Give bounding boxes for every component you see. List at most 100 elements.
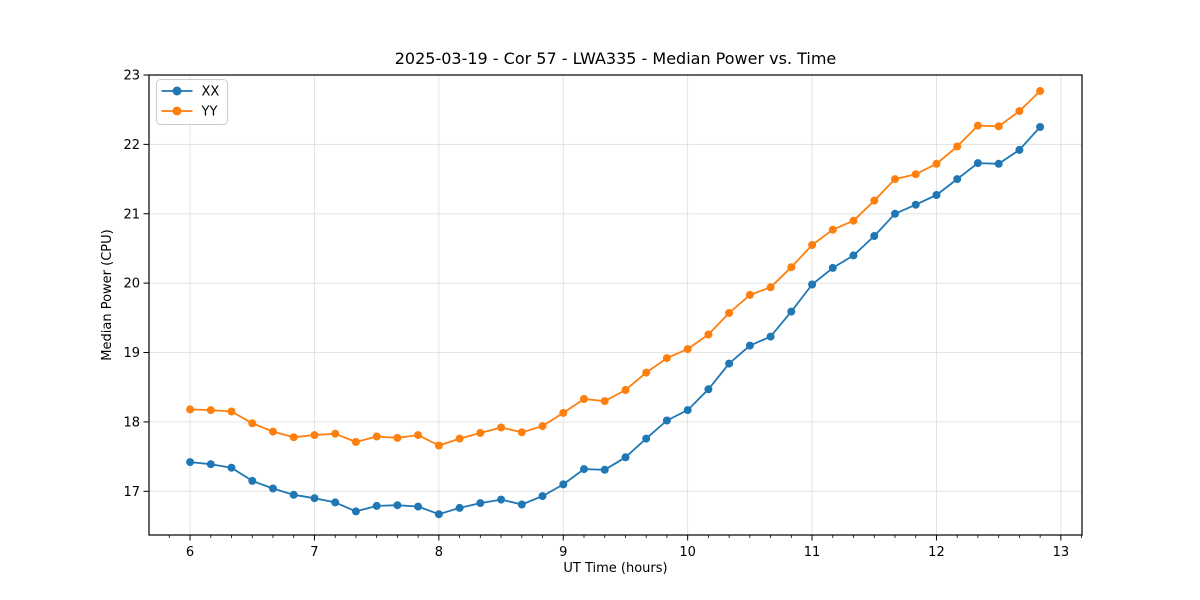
x-tick-label: 12 (928, 545, 945, 560)
series-yy-marker (310, 431, 319, 440)
series-yy-marker (393, 433, 402, 442)
series-xx-marker (932, 191, 941, 199)
series-yy-marker (683, 345, 692, 354)
series-yy-marker (911, 170, 920, 179)
series-yy-marker (580, 395, 588, 403)
series-yy-marker (994, 122, 1003, 131)
series-yy-marker (414, 431, 423, 440)
x-tick-label: 13 (1053, 545, 1070, 560)
series-xx-marker (891, 209, 899, 218)
series-yy-marker (476, 429, 485, 437)
series-yy-marker (351, 438, 360, 446)
series-xx-marker (704, 385, 713, 394)
series-xx-marker (393, 501, 402, 510)
series-xx-marker (580, 465, 588, 474)
series-yy-marker (849, 216, 858, 225)
y-tick-label: 17 (123, 485, 140, 500)
series-yy-marker (870, 196, 879, 205)
series-yy-marker (186, 405, 195, 414)
series-yy-marker (455, 434, 464, 443)
plot-border (148, 74, 1083, 536)
y-tick-label: 20 (123, 277, 140, 292)
series-xx-marker (310, 494, 319, 503)
series-xx-marker (186, 458, 195, 467)
series-xx-marker (683, 406, 692, 415)
series-yy-marker (289, 433, 298, 442)
series-xx-marker (455, 503, 464, 512)
x-tick-label: 7 (310, 545, 318, 560)
series-yy-marker (331, 429, 340, 438)
series-yy-marker (704, 330, 713, 339)
series-xx-marker (870, 232, 879, 240)
series-yy-marker (621, 386, 630, 394)
series-yy-marker (953, 142, 962, 151)
plot-area: 6 7 8 9 10 11 12 13 17 18 19 20 21 22 23 XX YY (123, 69, 1083, 560)
series-xx-marker (642, 434, 651, 443)
series-yy-marker (248, 419, 257, 428)
series-xx-marker (517, 500, 526, 509)
series-xx-marker (849, 251, 858, 260)
series-xx-marker (414, 502, 423, 511)
legend-label-xx: XX (202, 85, 220, 100)
series-yy-marker (725, 309, 734, 317)
series-xx-marker (559, 480, 568, 489)
series-xx-marker (476, 499, 485, 508)
series-xx-marker (994, 159, 1003, 168)
series-yy-marker (891, 175, 899, 184)
series-xx-marker (289, 490, 298, 499)
series-yy-marker (745, 290, 754, 299)
series-xx-line (190, 126, 1041, 516)
series-xx-marker (828, 263, 837, 272)
series-xx-marker (787, 307, 796, 316)
series-yy-marker (973, 121, 982, 130)
series-xx-marker (206, 460, 215, 469)
x-tick-label: 10 (679, 545, 696, 560)
y-tick-label: 21 (123, 207, 140, 222)
x-tick-label: 9 (559, 545, 567, 560)
series-xx-marker (351, 507, 360, 516)
legend-marker-sample (172, 86, 182, 96)
series-xx-marker (953, 175, 962, 184)
y-tick-label: 22 (123, 138, 140, 153)
series-yy-marker (497, 423, 506, 432)
series-xx-marker (600, 465, 609, 474)
series-yy-marker (538, 422, 547, 431)
series-xx-marker (621, 453, 630, 462)
x-axis-label: UT Time (hours) (563, 561, 667, 576)
series-xx-marker (662, 416, 671, 425)
y-tick-label: 23 (123, 69, 140, 84)
x-tick-label: 6 (186, 545, 194, 560)
series-xx-marker (434, 510, 443, 519)
series-xx-marker (331, 498, 340, 507)
legend-label-yy: YY (201, 105, 218, 120)
series-xx-marker (538, 492, 547, 501)
series-xx-marker (766, 332, 775, 341)
series-xx-marker (725, 359, 734, 368)
series-yy-marker (434, 441, 443, 450)
series-xx-marker (1036, 123, 1045, 131)
series-yy-marker (559, 408, 568, 417)
series-yy-marker (808, 241, 817, 249)
series-yy-marker (828, 225, 837, 234)
x-tick-label: 8 (435, 545, 443, 560)
series-xx-marker (808, 280, 817, 289)
series-xx-marker (745, 341, 754, 350)
series-xx-marker (973, 159, 982, 168)
series-yy-marker (269, 427, 277, 436)
series-yy-marker (787, 263, 796, 272)
series-yy-marker (642, 368, 651, 377)
series-yy-marker (517, 428, 526, 437)
y-tick-label: 18 (123, 415, 140, 430)
series-xx-marker (372, 501, 381, 510)
legend-marker-sample (172, 106, 182, 116)
y-tick-label: 19 (123, 346, 140, 361)
series-xx-marker (1015, 145, 1024, 154)
chart-title: 2025-03-19 - Cor 57 - LWA335 - Median Po… (395, 49, 837, 68)
series-yy-marker (932, 159, 941, 168)
series-xx-marker (911, 200, 920, 209)
series-yy-marker (600, 397, 609, 406)
series-yy-marker (206, 406, 215, 415)
series-xx-marker (248, 476, 257, 485)
series-yy-marker (227, 407, 236, 416)
